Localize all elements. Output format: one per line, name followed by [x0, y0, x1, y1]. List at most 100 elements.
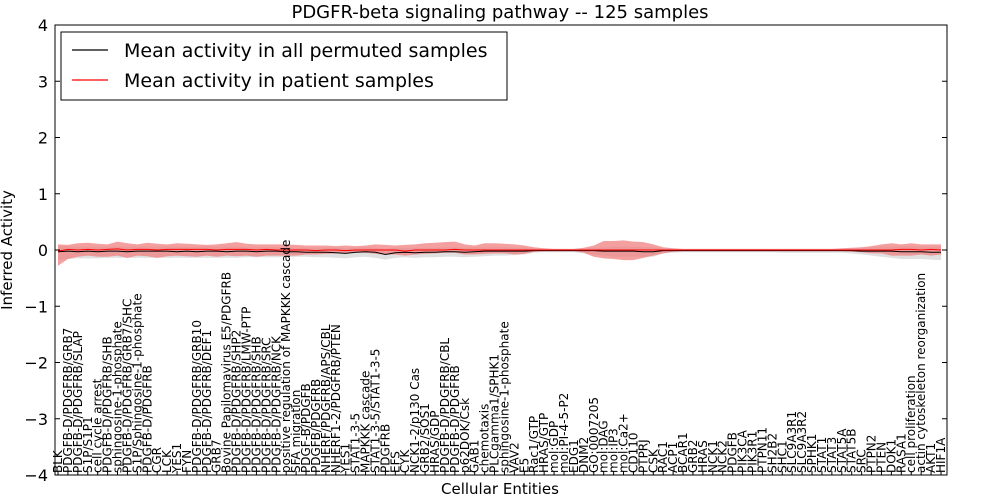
- category-label: GRB2/SOS1: [418, 403, 432, 473]
- category-label: ACP1: [666, 442, 680, 473]
- category-label: STAT5B: [845, 429, 859, 474]
- legend-label-patient: Mean activity in patient samples: [124, 70, 434, 92]
- x-axis: [57, 471, 942, 475]
- category-label: E5: [517, 458, 531, 473]
- category-label: mol:PI-4-5-P2: [557, 393, 571, 473]
- category-label: PDGFB-D/PDGFRB: [448, 365, 462, 473]
- category-label: AKT1: [924, 443, 938, 473]
- y-tick-label: −4: [24, 466, 48, 485]
- category-label: positive regulation of MAPKKK cascade: [279, 240, 293, 473]
- category-label: mol:DAG: [597, 420, 611, 473]
- category-label: PDGFB-D/PDGFRB/GRB10: [190, 320, 204, 473]
- category-label: cell cycle arrest: [91, 378, 105, 473]
- category-label: SH2B2: [765, 433, 779, 473]
- category-label: PDGFB/PDGFRB: [309, 379, 323, 473]
- y-axis-label: Inferred Activity: [0, 190, 16, 310]
- x-axis-label: Cellular Entities: [441, 480, 559, 498]
- category-label: mol:GDP: [547, 421, 561, 473]
- series-lines: [57, 248, 942, 256]
- category-label: STAT1: [815, 437, 829, 473]
- category-label: NCK2: [716, 440, 730, 473]
- category-label: YES1: [339, 443, 353, 474]
- category-label: BCAR1: [676, 432, 690, 473]
- category-label: STAT1-3-5: [349, 413, 363, 473]
- legend-box: [60, 31, 508, 101]
- category-label: sphingosine-1-phosphate: [498, 321, 512, 473]
- category-label: GRB2: [686, 439, 700, 473]
- y-tick-label: −2: [24, 354, 48, 373]
- line-series-1: [57, 248, 942, 252]
- category-labels: BLKPDGFB-D/PDGFRB/GRB7PDGFB-D/PDGFRB/SLA…: [51, 240, 948, 474]
- category-label: NCK1-2/p130 Cas: [408, 368, 422, 473]
- category-label: NCK1: [706, 440, 720, 473]
- y-tick-label: 2: [38, 129, 48, 148]
- category-label: PDGFB-D/PDGFRB: [140, 365, 154, 473]
- category-label: NHERF1-2/PDGFRB/PTEN: [329, 324, 343, 473]
- chart-title: PDGFR-beta signaling pathway -- 125 samp…: [291, 2, 708, 23]
- category-label: p62DOK/Csk: [458, 398, 472, 473]
- category-label: PDGFB-D/PDGFRB/GRB7/SHC: [120, 299, 134, 473]
- category-label: mol:IP3: [607, 428, 621, 473]
- category-label: PTPN2: [865, 435, 879, 473]
- category-label: SLC9A3R2: [795, 411, 809, 473]
- category-label: PLCgamma1/SPHK1: [488, 354, 502, 473]
- category-label: SRC: [855, 449, 869, 473]
- y-tick-label: 3: [38, 72, 48, 91]
- category-label: HIF1A: [934, 437, 948, 473]
- category-label: FYN: [180, 450, 194, 473]
- category-label: CSK: [646, 448, 660, 473]
- category-label: CGR: [150, 447, 164, 473]
- category-label: VAV2: [507, 442, 521, 473]
- category-label: PDGFB-D/PDGFRB/SLAP: [71, 331, 85, 473]
- category-label: DOK1: [884, 439, 898, 473]
- category-label: HRAS/GDP: [428, 410, 442, 473]
- category-label: PDGFB-D/PDGFRB/SRC: [259, 337, 273, 473]
- category-label: PDGF-B/PDGFB: [299, 383, 313, 473]
- line-series-0: [57, 250, 941, 256]
- y-tick-label: 1: [38, 185, 48, 204]
- category-label: chemotaxis: [478, 404, 492, 473]
- category-label: PDGFB-D/PDGFRB/NCK: [269, 335, 283, 473]
- category-label: actin cytoskeleton reorganization: [914, 273, 928, 473]
- category-label: HRAS/GTP: [537, 413, 551, 473]
- category-label: PDGFB-D/PDGFRB/SHB: [249, 336, 263, 473]
- category-label: YES1: [170, 443, 184, 474]
- category-label: GO:0007205: [587, 397, 601, 473]
- category-label: cell proliferation: [904, 375, 918, 473]
- category-label: PTEN: [875, 442, 889, 473]
- category-label: DNM2: [577, 437, 591, 473]
- category-label: S1P/S1P1: [81, 416, 95, 473]
- category-label: PDGFB: [726, 432, 740, 473]
- category-label: PDGFB-D/PDGFRB/LMW-PTP: [240, 307, 254, 473]
- category-label: PDGFB-D/PDGFRB/GRB7: [61, 328, 75, 473]
- category-label: CYK: [398, 449, 412, 473]
- y-tick-label: 0: [38, 241, 48, 260]
- category-label: HRAS: [696, 440, 710, 473]
- category-label: Bovine Papilomavirus E5/PDGFRB: [220, 272, 234, 473]
- category-label: SFA migration: [289, 390, 303, 473]
- category-label: PDGFB-D/PDGFRB/SHP2: [230, 330, 244, 473]
- legend: Mean activity in all permuted samples Me…: [60, 31, 508, 101]
- category-label: PIK3R1: [746, 431, 760, 473]
- category-label: PTPN11: [755, 427, 769, 473]
- category-label: PDGFB-D/PDGFRB/CBL: [438, 338, 452, 473]
- y-axis: −4 −3 −2 −1 0 1 2 3 4: [24, 16, 947, 485]
- y-tick-label: −3: [24, 410, 48, 429]
- category-label: MAPKKK cascade: [359, 371, 373, 473]
- category-label: mol:Ca2+: [617, 413, 631, 473]
- category-label: S1P/Sphingosine-1-phosphate: [130, 293, 144, 473]
- category-label: PDGFRB: [378, 424, 392, 473]
- category-label: CD110: [626, 432, 640, 473]
- category-label: STAT3: [825, 437, 839, 473]
- band-series-1: [58, 240, 941, 266]
- category-label: PDGFB-D/PDGFRB/SHB: [101, 336, 115, 473]
- category-label: EFS: [388, 451, 402, 473]
- category-label: SPHK1: [805, 434, 819, 473]
- category-label: GAB1: [468, 440, 482, 473]
- category-label: PIK3CA: [736, 429, 750, 473]
- category-label: GRB7: [210, 439, 224, 473]
- y-tick-label: −1: [24, 297, 48, 316]
- y-tick-label: 4: [38, 16, 48, 35]
- category-label: SHC1: [775, 440, 789, 473]
